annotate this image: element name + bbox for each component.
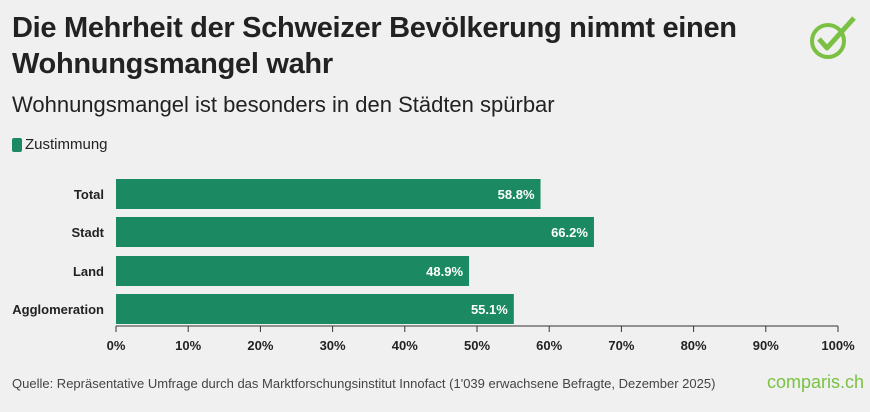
category-label: Land xyxy=(73,264,104,279)
x-tick-label: 10% xyxy=(175,338,201,353)
x-tick-label: 30% xyxy=(320,338,346,353)
data-label: 58.8% xyxy=(498,187,535,202)
category-label: Agglomeration xyxy=(12,302,104,317)
data-label: 55.1% xyxy=(471,302,508,317)
x-tick-label: 60% xyxy=(536,338,562,353)
x-tick-label: 50% xyxy=(464,338,490,353)
category-label: Total xyxy=(74,187,104,202)
x-tick-label: 100% xyxy=(821,338,855,353)
bar xyxy=(116,256,470,286)
x-tick-label: 70% xyxy=(608,338,634,353)
category-label: Stadt xyxy=(72,225,105,240)
legend-label: Zustimmung xyxy=(25,136,108,153)
x-tick-label: 40% xyxy=(392,338,418,353)
bar xyxy=(116,217,594,247)
data-label: 66.2% xyxy=(551,225,588,240)
brand-logo: comparis.ch xyxy=(767,372,865,392)
x-tick-label: 80% xyxy=(681,338,707,353)
source-note: Quelle: Repräsentative Umfrage durch das… xyxy=(12,376,716,391)
chart-title: Die Mehrheit der Schweizer Bevölkerung n… xyxy=(12,12,737,80)
x-tick-label: 20% xyxy=(247,338,273,353)
bar-chart: Total 58.8% Stadt 66.2% Land 48.9% Agglomerati… xyxy=(12,179,855,353)
x-tick-label: 90% xyxy=(753,338,779,353)
chart-subtitle: Wohnungsmangel ist besonders in den Städ… xyxy=(12,92,555,117)
legend: Zustimmung xyxy=(12,136,108,153)
legend-swatch xyxy=(12,137,22,152)
bar xyxy=(116,179,541,209)
data-label: 48.9% xyxy=(426,264,463,279)
x-tick-label: 0% xyxy=(107,338,126,353)
bar xyxy=(116,294,514,324)
check-logo-icon xyxy=(810,16,856,59)
